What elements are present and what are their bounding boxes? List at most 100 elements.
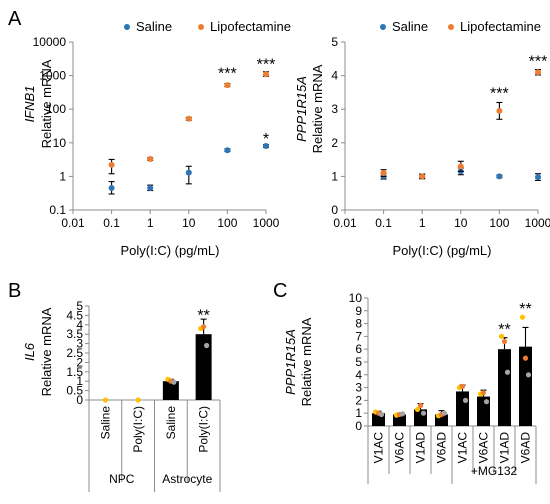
panel-label-b: B [8, 280, 21, 302]
category-label: V1AC [456, 432, 470, 464]
y-tick-label: 1 [76, 374, 83, 388]
y-axis-label-ppp1r15a-c: Relative mRNA [299, 317, 314, 406]
y-tick-label: 1.5 [66, 365, 83, 379]
legend-label-saline: Saline [136, 19, 172, 34]
y-tick-label: 4 [331, 69, 338, 83]
significance-label: *** [490, 85, 509, 102]
category-label: V6AC [393, 432, 407, 464]
replicate-point [480, 390, 487, 396]
y-tick-label: 0.1 [49, 203, 66, 217]
significance-label: *** [257, 56, 276, 73]
replicate-point [420, 410, 427, 416]
x-tick-label: 100 [217, 216, 237, 230]
replicate-point [201, 324, 207, 330]
group-label: Astrocyte [162, 472, 212, 486]
chart-ifnb1: Saline Lipofectamine IFNB1 Relative mRNA… [22, 19, 291, 258]
category-label: V6AD [435, 432, 449, 464]
significance-label: * [263, 131, 269, 148]
y-tick-label: 1000 [39, 69, 66, 83]
y-axis-label-ppp1r15a: Relative mRNA [310, 64, 325, 153]
y-tick-label: 6 [355, 342, 362, 356]
significance-label: *** [529, 53, 548, 70]
category-label: V6AC [477, 432, 491, 464]
x-tick-label: 1000 [525, 216, 550, 230]
category-label: V1AD [414, 432, 428, 464]
y-tick-label: 3 [355, 381, 362, 395]
significance-label: *** [218, 65, 237, 82]
x-tick-label: 1000 [253, 216, 280, 230]
y-axis-gene-ppp1r15a: PPP1R15A [294, 76, 309, 142]
y-axis-gene-ppp1r15a-c: PPP1R15A [283, 329, 298, 395]
y-tick-label: 3.5 [66, 327, 83, 341]
y-tick-label: 10 [53, 136, 67, 150]
legend-label-saline: Saline [392, 19, 428, 34]
replicate-point [135, 397, 141, 403]
category-label: Poly(I:C) [131, 406, 145, 453]
replicate-point [399, 411, 406, 417]
y-tick-label: 0.5 [66, 384, 83, 398]
category-label: V1AC [372, 432, 386, 464]
significance-label: ** [519, 301, 531, 318]
y-tick-label: 8 [355, 317, 362, 331]
y-axis-label-il6: Relative mRNA [39, 307, 54, 396]
x-tick-label: 100 [489, 216, 509, 230]
replicate-point [171, 379, 177, 385]
legend-marker-saline [124, 24, 130, 30]
y-tick-label: 0 [331, 203, 338, 217]
y-tick-label: 5 [355, 355, 362, 369]
y-tick-label: 3 [331, 102, 338, 116]
point-saline [108, 185, 115, 192]
x-tick-label: 0.01 [333, 216, 357, 230]
significance-label: ** [197, 307, 209, 324]
x-tick-label: 1 [419, 216, 426, 230]
chart-il6: IL6 Relative mRNA 00.511.522.533.544.55 S… [22, 299, 221, 492]
group-label: NPC [109, 472, 135, 486]
replicate-point [525, 372, 532, 378]
legend-label-lipofectamine: Lipofectamine [460, 19, 541, 34]
x-tick-label: 0.01 [61, 216, 85, 230]
y-tick-label: 0 [355, 419, 362, 433]
replicate-point [501, 338, 508, 345]
point-saline [535, 174, 541, 181]
bar [195, 334, 212, 400]
legend-ppp1r15a-poly: Saline Lipofectamine [380, 19, 541, 34]
category-label: V6AD [519, 432, 533, 464]
y-tick-label: 5 [331, 35, 338, 49]
replicate-point [459, 383, 466, 389]
y-tick-label: 1 [59, 169, 66, 183]
point-lipofectamine [535, 69, 541, 76]
y-tick-label: 3 [76, 337, 83, 351]
point-saline [263, 143, 269, 150]
replicate-point [102, 397, 108, 403]
legend-marker-lipofectamine [448, 24, 454, 30]
bar [519, 346, 532, 426]
replicate-point [441, 410, 448, 416]
replicate-point [504, 369, 511, 375]
x-tick-label: 1 [147, 216, 154, 230]
point-lipofectamine [185, 115, 192, 122]
replicate-point [522, 355, 529, 361]
x-axis-label-ppp1r15a: Poly(I:C) (pg/mL) [393, 243, 492, 258]
y-tick-label: 7 [355, 329, 362, 343]
group-label: +MG132 [471, 464, 518, 478]
x-tick-label: 0.1 [375, 216, 392, 230]
panel-label-a: A [8, 8, 22, 30]
y-tick-label: 2.5 [66, 346, 83, 360]
category-label: Poly(I:C) [197, 406, 211, 453]
x-axis-label-ifnb1: Poly(I:C) (pg/mL) [121, 243, 220, 258]
replicate-point [519, 314, 526, 320]
replicate-point [414, 406, 421, 412]
y-axis-gene-ifnb1: IFNB1 [22, 86, 37, 123]
x-tick-label: 10 [182, 216, 196, 230]
bar [162, 381, 179, 400]
y-tick-label: 1 [331, 169, 338, 183]
point-lipofectamine [108, 161, 115, 168]
chart-ppp1r15a-poly: Saline Lipofectamine PPP1R15A Relative m… [294, 19, 550, 258]
y-tick-label: 4 [355, 368, 362, 382]
bar [456, 391, 469, 426]
legend-marker-lipofectamine [198, 24, 204, 30]
y-tick-label: 2 [76, 355, 83, 369]
replicate-point [417, 402, 424, 409]
